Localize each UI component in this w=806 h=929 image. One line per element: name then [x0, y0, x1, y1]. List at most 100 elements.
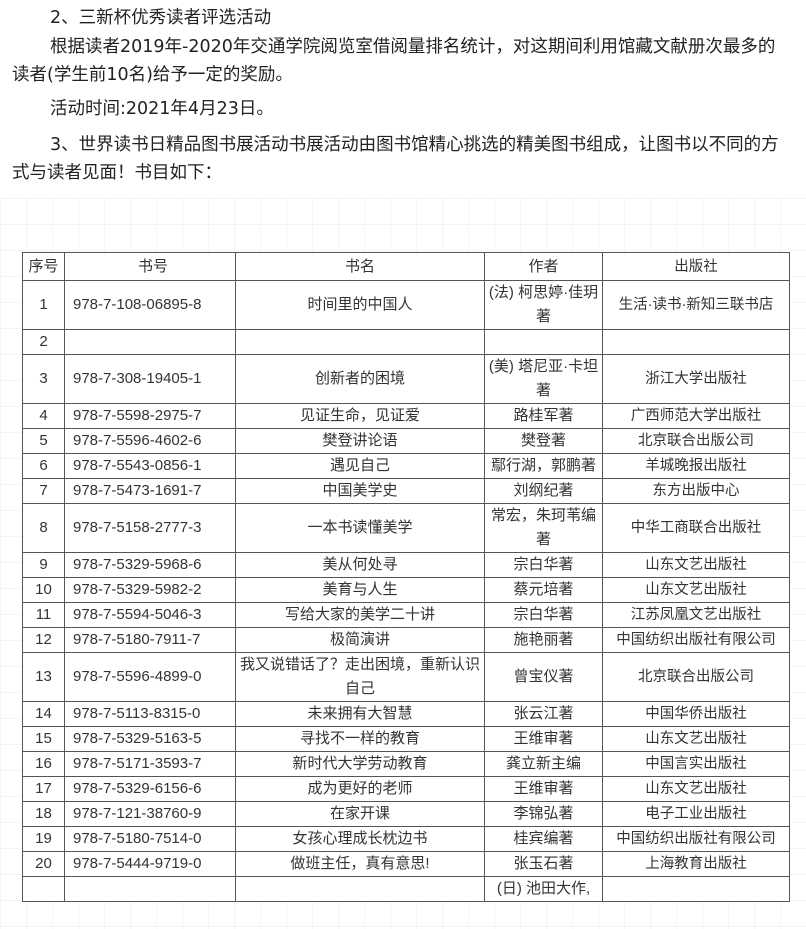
table-row: (日) 池田大作,: [22, 876, 790, 902]
cell-isbn: [64, 876, 236, 902]
cell-title: 未来拥有大智慧: [235, 701, 485, 727]
cell-seq: 19: [22, 826, 65, 852]
cell-seq: 5: [22, 428, 65, 454]
cell-seq: 7: [22, 478, 65, 504]
table-row: 17 978-7-5329-6156-6 成为更好的老师 王维审著 山东文艺出版社: [22, 776, 790, 802]
cell-publisher: 中国华侨出版社: [602, 701, 790, 727]
table-row: 7 978-7-5473-1691-7 中国美学史 刘纲纪著 东方出版中心: [22, 478, 790, 504]
cell-seq: 4: [22, 403, 65, 429]
cell-seq: 11: [22, 602, 65, 628]
cell-publisher: 上海教育出版社: [602, 851, 790, 877]
cell-seq: [22, 876, 65, 902]
cell-publisher: 山东文艺出版社: [602, 776, 790, 802]
cell-publisher: 北京联合出版公司: [602, 428, 790, 454]
cell-title: [235, 876, 485, 902]
cell-title: 美从何处寻: [235, 552, 485, 578]
table-row: 16 978-7-5171-3593-7 新时代大学劳动教育 龚立新主编 中国言实出版社: [22, 751, 790, 777]
cell-title: [235, 329, 485, 355]
table-row: 12 978-7-5180-7911-7 极简演讲 施艳丽著 中国纺织出版社有限公司: [22, 627, 790, 653]
cell-publisher: 浙江大学出版社: [602, 354, 790, 404]
header-author: 作者: [484, 252, 603, 281]
cell-seq: 20: [22, 851, 65, 877]
cell-seq: 6: [22, 453, 65, 479]
cell-publisher: 羊城晚报出版社: [602, 453, 790, 479]
cell-seq: 12: [22, 627, 65, 653]
cell-title: 创新者的困境: [235, 354, 485, 404]
cell-title: 见证生命，见证爱: [235, 403, 485, 429]
table-row: 20 978-7-5444-9719-0 做班主任，真有意思! 张玉石著 上海教育出版社: [22, 851, 790, 877]
cell-publisher: 中国言实出版社: [602, 751, 790, 777]
cell-author: 路桂军著: [484, 403, 603, 429]
table-row: 18 978-7-121-38760-9 在家开课 李锦弘著 电子工业出版社: [22, 801, 790, 827]
cell-isbn: 978-7-5158-2777-3: [64, 503, 236, 553]
cell-title: 新时代大学劳动教育: [235, 751, 485, 777]
cell-author: 张云江著: [484, 701, 603, 727]
cell-isbn: 978-7-5596-4602-6: [64, 428, 236, 454]
cell-isbn: 978-7-5180-7514-0: [64, 826, 236, 852]
cell-author: 刘纲纪著: [484, 478, 603, 504]
cell-publisher: 山东文艺出版社: [602, 577, 790, 603]
cell-isbn: 978-7-121-38760-9: [64, 801, 236, 827]
cell-publisher: 中华工商联合出版社: [602, 503, 790, 553]
table-row: 10 978-7-5329-5982-2 美育与人生 蔡元培著 山东文艺出版社: [22, 577, 790, 603]
cell-author: 宗白华著: [484, 552, 603, 578]
cell-title: 做班主任，真有意思!: [235, 851, 485, 877]
cell-publisher: 山东文艺出版社: [602, 726, 790, 752]
table-header: 序号 书号 书名 作者 出版社: [22, 252, 790, 281]
table-row: 3 978-7-308-19405-1 创新者的困境 (美) 塔尼亚·卡坦著 浙江大学出…: [22, 354, 790, 404]
cell-publisher: 电子工业出版社: [602, 801, 790, 827]
cell-author: 常宏，朱珂苇编著: [484, 503, 603, 553]
cell-seq: 17: [22, 776, 65, 802]
cell-author: 张玉石著: [484, 851, 603, 877]
cell-author: (法) 柯思婷·佳玥著: [484, 280, 603, 330]
cell-isbn: 978-7-5594-5046-3: [64, 602, 236, 628]
cell-publisher: 广西师范大学出版社: [602, 403, 790, 429]
table-row: 19 978-7-5180-7514-0 女孩心理成长枕边书 桂宾编著 中国纺织出版社有…: [22, 826, 790, 852]
table-row: 13 978-7-5596-4899-0 我又说错话了？走出困境，重新认识自己 曾宝仪…: [22, 652, 790, 702]
table-row: 1 978-7-108-06895-8 时间里的中国人 (法) 柯思婷·佳玥著 生活·读…: [22, 280, 790, 330]
cell-publisher: 江苏凤凰文艺出版社: [602, 602, 790, 628]
cell-publisher: 北京联合出版公司: [602, 652, 790, 702]
header-isbn: 书号: [64, 252, 236, 281]
cell-author: 王维审著: [484, 776, 603, 802]
cell-seq: 9: [22, 552, 65, 578]
cell-title: 中国美学史: [235, 478, 485, 504]
paragraph-book-exhibition: 3、世界读书日精品图书展活动书展活动由图书馆精心挑选的精美图书组成，让图书以不同…: [12, 135, 779, 183]
cell-title: 在家开课: [235, 801, 485, 827]
cell-seq: 8: [22, 503, 65, 553]
cell-seq: 15: [22, 726, 65, 752]
cell-isbn: 978-7-5113-8315-0: [64, 701, 236, 727]
cell-author: 李锦弘著: [484, 801, 603, 827]
cell-isbn: 978-7-308-19405-1: [64, 354, 236, 404]
cell-author: 王维审著: [484, 726, 603, 752]
cell-publisher: [602, 876, 790, 902]
cell-isbn: 978-7-108-06895-8: [64, 280, 236, 330]
cell-author: 鄢行湖，郭鹏著: [484, 453, 603, 479]
paragraph-activity-time: 活动时间:2021年4月23日。: [50, 99, 274, 119]
header-seq: 序号: [22, 252, 65, 281]
cell-title: 遇见自己: [235, 453, 485, 479]
table-row: 4 978-7-5598-2975-7 见证生命，见证爱 路桂军著 广西师范大学出版社: [22, 403, 790, 429]
cell-seq: 14: [22, 701, 65, 727]
table-row: 11 978-7-5594-5046-3 写给大家的美学二十讲 宗白华著 江苏凤凰文艺出…: [22, 602, 790, 628]
cell-author: 桂宾编著: [484, 826, 603, 852]
cell-isbn: 978-7-5329-6156-6: [64, 776, 236, 802]
cell-author: 宗白华著: [484, 602, 603, 628]
table-row: 5 978-7-5596-4602-6 樊登讲论语 樊登著 北京联合出版公司: [22, 428, 790, 454]
cell-title: 时间里的中国人: [235, 280, 485, 330]
table-row: 9 978-7-5329-5968-6 美从何处寻 宗白华著 山东文艺出版社: [22, 552, 790, 578]
cell-publisher: 中国纺织出版社有限公司: [602, 627, 790, 653]
cell-isbn: 978-7-5180-7911-7: [64, 627, 236, 653]
section-heading-reader-award: 2、三新杯优秀读者评选活动: [50, 8, 272, 28]
cell-isbn: 978-7-5543-0856-1: [64, 453, 236, 479]
cell-isbn: 978-7-5329-5968-6: [64, 552, 236, 578]
cell-isbn: 978-7-5444-9719-0: [64, 851, 236, 877]
cell-seq: 1: [22, 280, 65, 330]
cell-publisher: 山东文艺出版社: [602, 552, 790, 578]
cell-title: 女孩心理成长枕边书: [235, 826, 485, 852]
cell-isbn: 978-7-5329-5163-5: [64, 726, 236, 752]
cell-author: 蔡元培著: [484, 577, 603, 603]
cell-author: [484, 329, 603, 355]
cell-publisher: 中国纺织出版社有限公司: [602, 826, 790, 852]
cell-title: 一本书读懂美学: [235, 503, 485, 553]
